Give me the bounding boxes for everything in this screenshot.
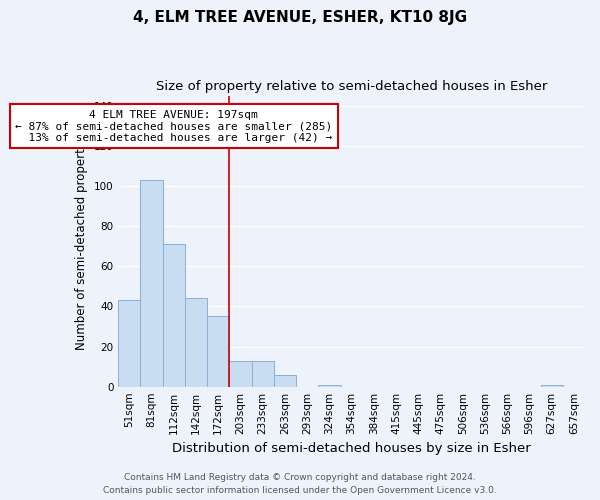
Text: Contains HM Land Registry data © Crown copyright and database right 2024.
Contai: Contains HM Land Registry data © Crown c… [103, 474, 497, 495]
Text: 4, ELM TREE AVENUE, ESHER, KT10 8JG: 4, ELM TREE AVENUE, ESHER, KT10 8JG [133, 10, 467, 25]
Y-axis label: Number of semi-detached properties: Number of semi-detached properties [75, 132, 88, 350]
Bar [274, 374, 296, 386]
X-axis label: Distribution of semi-detached houses by size in Esher: Distribution of semi-detached houses by … [172, 442, 531, 455]
Bar [140, 180, 163, 386]
Bar [229, 360, 251, 386]
Bar [541, 384, 563, 386]
Bar [207, 316, 229, 386]
Bar [251, 360, 274, 386]
Bar [163, 244, 185, 386]
Bar [185, 298, 207, 386]
Title: Size of property relative to semi-detached houses in Esher: Size of property relative to semi-detach… [156, 80, 547, 93]
Text: 4 ELM TREE AVENUE: 197sqm
← 87% of semi-detached houses are smaller (285)
  13% : 4 ELM TREE AVENUE: 197sqm ← 87% of semi-… [15, 110, 332, 143]
Bar [118, 300, 140, 386]
Bar [318, 384, 341, 386]
